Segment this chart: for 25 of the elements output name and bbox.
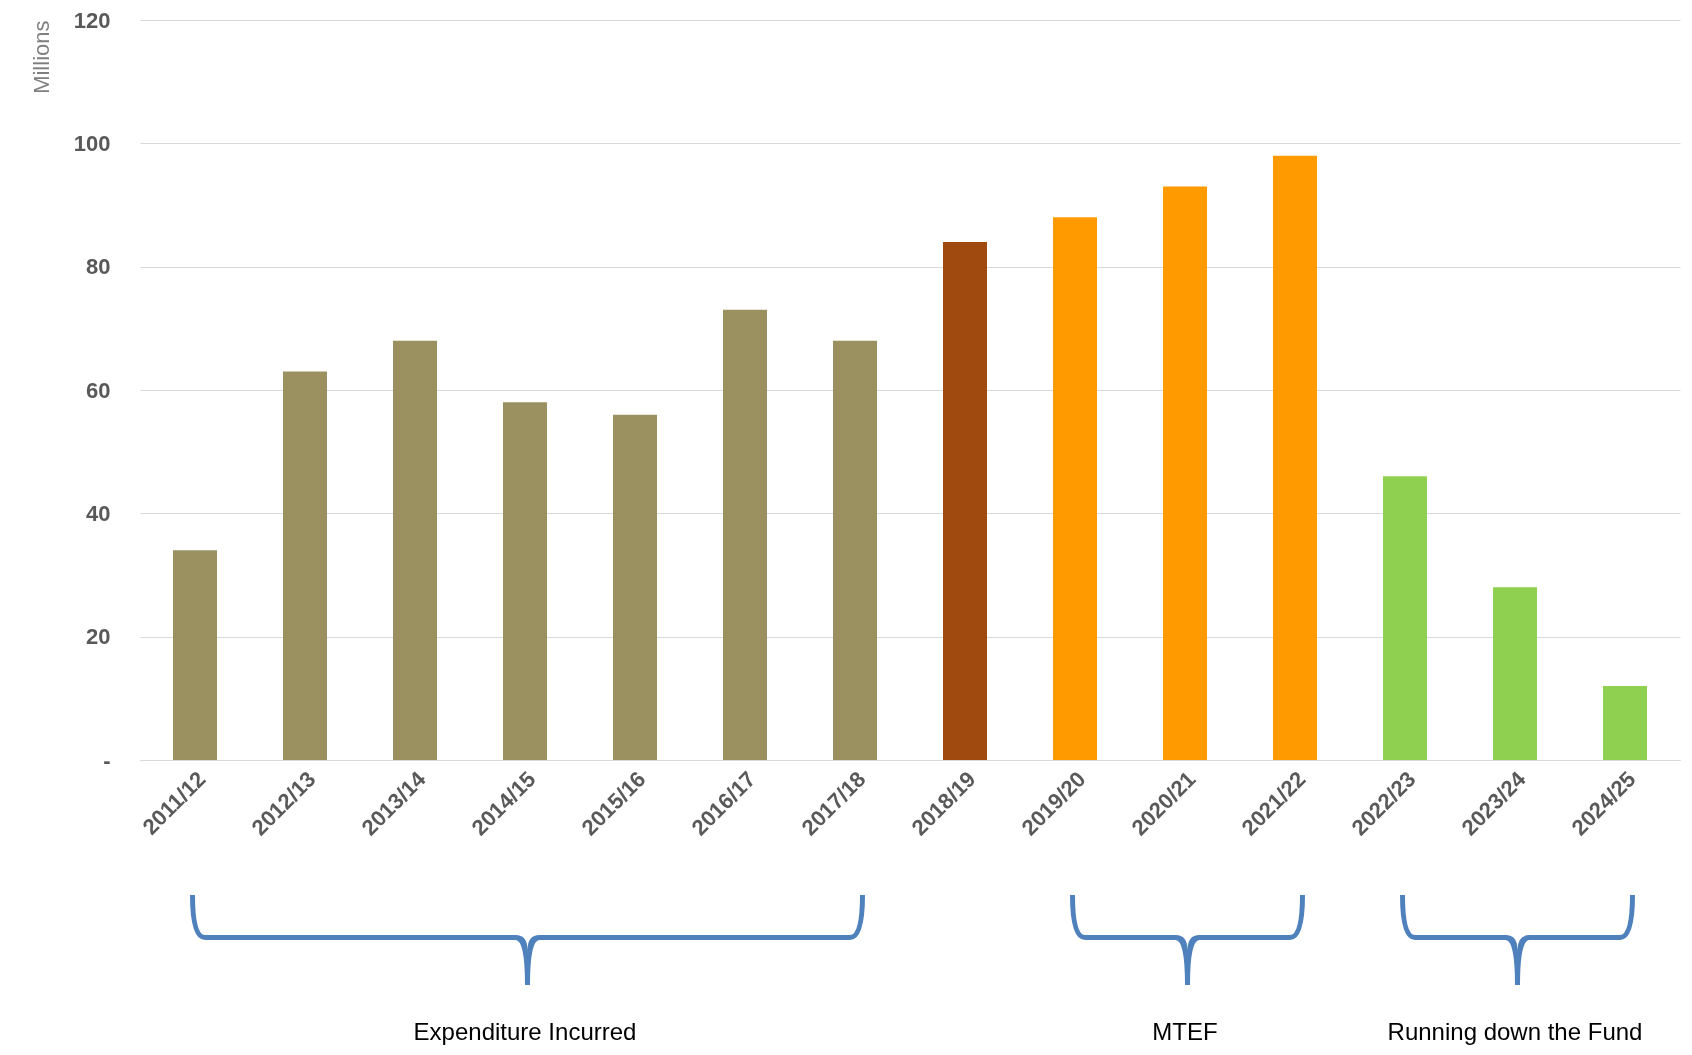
bar	[283, 371, 327, 760]
y-tick-label: -	[103, 747, 111, 773]
y-tick-label: 120	[73, 7, 111, 33]
y-tick-label: 40	[86, 500, 111, 526]
y-tick-label: 80	[86, 254, 111, 280]
text: Expenditure Incurred	[413, 1018, 637, 1045]
y-tick-label: 20	[86, 624, 111, 650]
y-tick-label: 100	[73, 130, 111, 156]
bar	[173, 550, 217, 760]
bar	[1053, 217, 1097, 760]
text: MTEF	[1152, 1018, 1218, 1045]
y-axis-title: Millions	[28, 20, 54, 94]
bar	[1383, 476, 1427, 760]
bar	[1603, 686, 1647, 760]
bar	[503, 402, 547, 760]
bar	[1163, 186, 1207, 760]
bar	[393, 340, 437, 760]
bar	[943, 242, 987, 760]
text: Running down the Fund	[1387, 1018, 1643, 1045]
bar	[723, 309, 767, 760]
bar	[613, 414, 657, 760]
y-tick-label: 60	[86, 377, 111, 403]
bar	[1493, 587, 1537, 760]
bar	[1273, 155, 1317, 760]
bar	[833, 340, 877, 760]
